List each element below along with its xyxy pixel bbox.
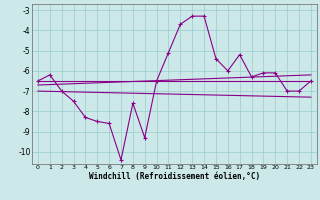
X-axis label: Windchill (Refroidissement éolien,°C): Windchill (Refroidissement éolien,°C) (89, 172, 260, 181)
